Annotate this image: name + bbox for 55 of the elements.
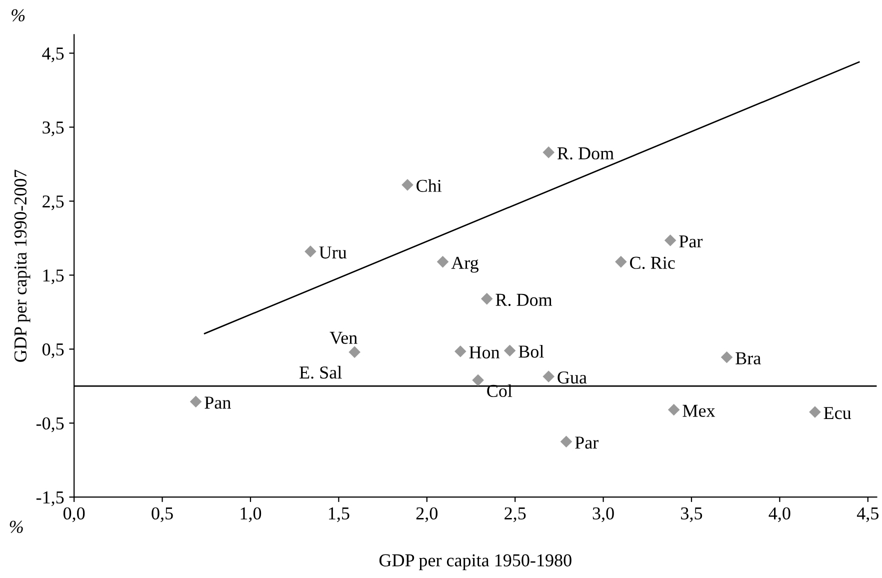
x-tick-label: 3,0 bbox=[592, 507, 614, 522]
point bbox=[615, 256, 627, 268]
text: % bbox=[12, 9, 25, 22]
annotation: Mex bbox=[682, 404, 716, 417]
y-tick-label: -1,5 bbox=[36, 491, 64, 506]
y-tick-label: 1,5 bbox=[43, 269, 64, 284]
point bbox=[668, 404, 680, 416]
point bbox=[304, 246, 316, 258]
point bbox=[542, 146, 554, 158]
point bbox=[720, 351, 733, 364]
x-tick-label: 3,5 bbox=[681, 507, 702, 522]
annotation: Pan bbox=[204, 396, 231, 409]
annotation: Ecu bbox=[824, 407, 852, 420]
point bbox=[664, 234, 676, 246]
y-tick-label: 3,5 bbox=[42, 121, 64, 136]
annotation: Arg bbox=[451, 256, 479, 273]
y-tick-label: 4,5 bbox=[42, 48, 64, 62]
annotation: Ven bbox=[330, 332, 358, 344]
point bbox=[348, 346, 360, 358]
x-tick-label: 4,0 bbox=[768, 507, 790, 522]
annotation: Bol bbox=[518, 345, 544, 358]
y-axis-title: GDP per capita 1990-2007 bbox=[14, 170, 30, 362]
point bbox=[542, 370, 554, 382]
annotation: Par bbox=[679, 235, 703, 248]
x-tick-label: 1,5 bbox=[328, 507, 350, 522]
point bbox=[472, 374, 484, 386]
annotation: E. Sal bbox=[300, 366, 342, 379]
y-tick-label: 0,5 bbox=[42, 343, 64, 358]
annotation: Uru bbox=[319, 246, 347, 259]
x-tick-label: 1,0 bbox=[240, 507, 262, 522]
point bbox=[504, 344, 516, 356]
point bbox=[454, 345, 466, 358]
x-tick-label: 2,0 bbox=[416, 507, 438, 522]
y-tick-label: 2,5 bbox=[42, 195, 64, 210]
text: % bbox=[10, 520, 23, 533]
x-tick-label: 0,0 bbox=[63, 507, 85, 522]
x-tick-label: 2,5 bbox=[504, 507, 526, 522]
point bbox=[436, 256, 449, 268]
point bbox=[402, 178, 414, 191]
annotation: Bra bbox=[736, 352, 761, 364]
point bbox=[190, 396, 202, 408]
annotation: Gua bbox=[558, 371, 587, 384]
x-axis-title: GDP per capita 1950-1980 bbox=[379, 554, 572, 570]
y-tick-label: -0,5 bbox=[36, 417, 64, 432]
annotation: C. Ric bbox=[630, 256, 675, 270]
point bbox=[480, 292, 493, 305]
x-tick-label: 0,5 bbox=[152, 507, 173, 522]
annotation: R. Dom bbox=[557, 147, 614, 160]
x-tick-label: 4,5 bbox=[856, 507, 878, 522]
annotation: Par bbox=[575, 436, 598, 449]
annotation: Chi bbox=[416, 179, 442, 192]
point bbox=[809, 406, 821, 418]
annotation: R. Dom bbox=[496, 294, 552, 306]
annotation: Hon bbox=[469, 346, 500, 358]
point bbox=[560, 436, 572, 448]
